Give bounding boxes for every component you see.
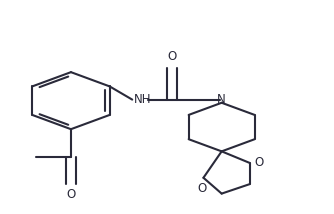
Text: O: O	[66, 188, 75, 201]
Text: O: O	[197, 182, 206, 195]
Text: N: N	[217, 93, 226, 106]
Text: O: O	[255, 156, 264, 169]
Text: O: O	[167, 50, 177, 63]
Text: NH: NH	[134, 93, 151, 106]
